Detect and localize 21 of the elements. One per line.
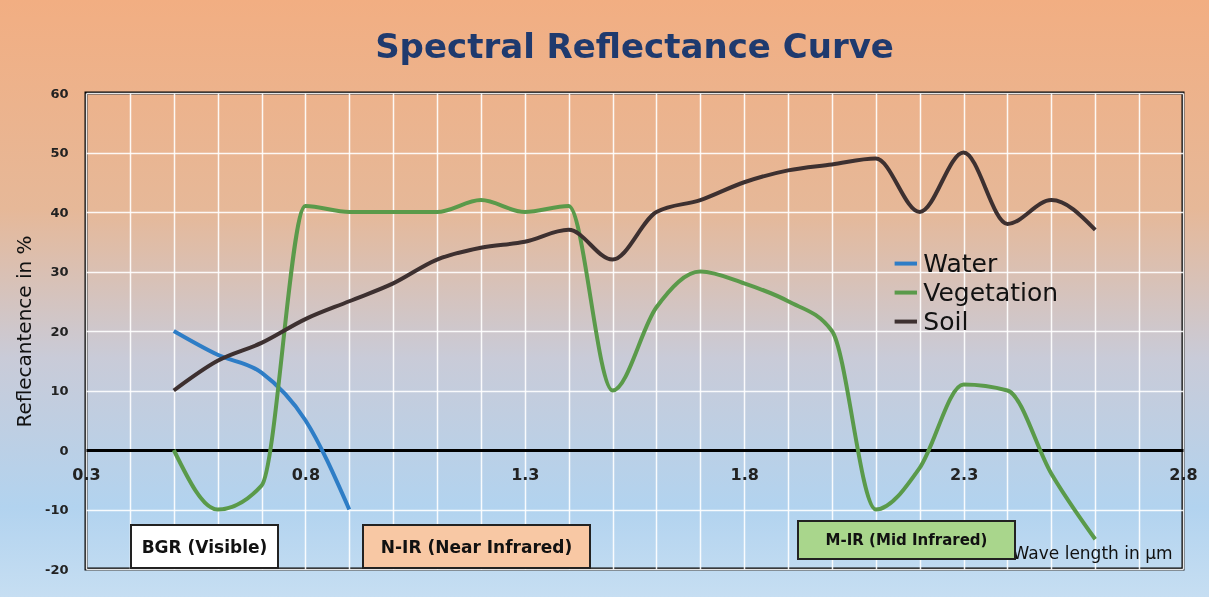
legend-label: Vegetation: [923, 277, 1059, 307]
y-tick-label: 30: [50, 264, 69, 279]
y-tick-label: -10: [45, 502, 69, 517]
line-series: [171, 329, 352, 512]
chart-title: Spectral Reflectance Curve: [375, 26, 894, 66]
line-series: [171, 150, 1098, 393]
x-tick-label: 1.8: [730, 464, 759, 484]
y-tick-label: 0: [59, 442, 69, 458]
y-tick-label: 60: [50, 85, 69, 101]
x-tick-label: 1.3: [511, 464, 540, 484]
y-tick-label: -20: [45, 561, 69, 577]
y-axis-title: Reflecantence in %: [12, 235, 37, 428]
annotation: M-IR (Mid Infrared): [825, 531, 988, 550]
legend-label: Soil: [923, 306, 969, 336]
y-tick-label: 20: [50, 323, 69, 339]
x-tick-label: 0.8: [291, 464, 321, 484]
y-tick-label: 50: [50, 145, 69, 160]
y-tick-label: 10: [50, 383, 69, 398]
legend-label: Water: [923, 248, 998, 278]
y-tick-label: 40: [50, 204, 69, 220]
x-tick-label: 2.3: [949, 464, 979, 484]
